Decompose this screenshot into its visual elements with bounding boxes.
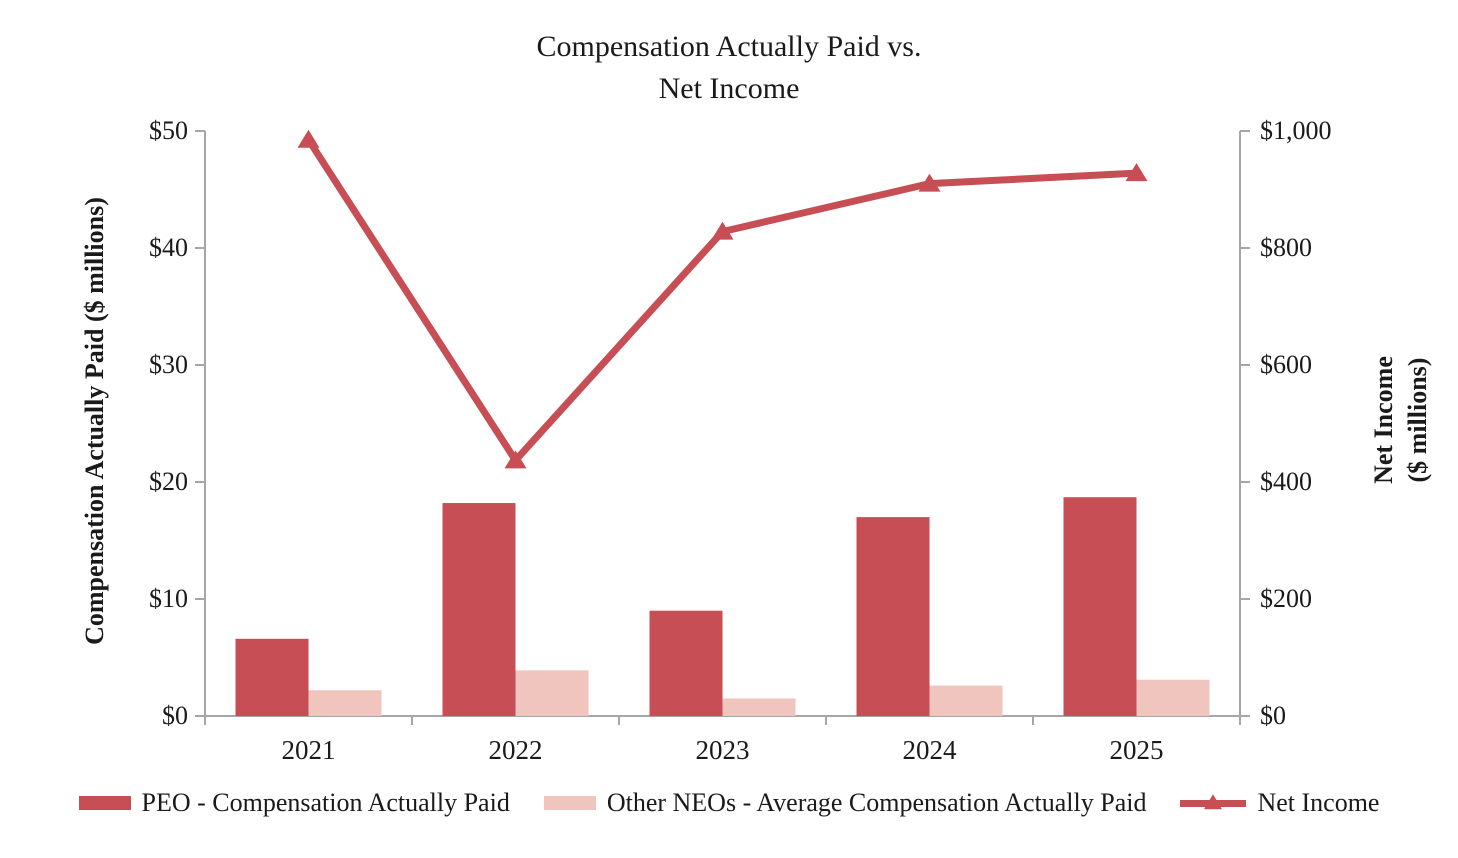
legend-label-other-neos: Other NEOs - Average Compensation Actual…	[606, 788, 1147, 817]
legend-item-net-income: Net Income	[1180, 788, 1379, 818]
other-neos-bar-2022	[515, 670, 589, 716]
triangle-marker-icon	[1204, 794, 1223, 810]
net-income-marker-2022	[504, 450, 527, 469]
legend-item-peo: PEO - Compensation Actually Paid	[78, 788, 510, 818]
other-neos-bar-2023	[722, 698, 796, 716]
other-neos-bar-2025	[1136, 679, 1210, 716]
other-neos-swatch-icon	[543, 796, 596, 810]
peo-bar-2024	[856, 517, 930, 716]
net-income-marker-2024	[918, 173, 941, 192]
legend-label-net-income: Net Income	[1257, 788, 1380, 817]
legend-item-other-neos: Other NEOs - Average Compensation Actual…	[543, 788, 1147, 818]
chart-title: Compensation Actually Paid vs. Net Incom…	[536, 30, 922, 105]
net-income-marker-2025	[1125, 163, 1148, 182]
legend: PEO - Compensation Actually Paid Other N…	[0, 788, 1458, 818]
peo-bar-2022	[442, 503, 516, 716]
net-income-marker-2023	[711, 221, 734, 240]
peo-bar-2021	[235, 638, 309, 716]
net-income-line-swatch-icon	[1180, 794, 1247, 810]
other-neos-bar-2024	[929, 685, 1003, 716]
net-income-marker-2021	[297, 129, 320, 148]
peo-bar-2025	[1063, 497, 1137, 716]
other-neos-bar-2021	[308, 690, 382, 716]
net-income-line	[305, 137, 1137, 467]
peo-swatch-icon	[78, 796, 131, 810]
peo-bar-2023	[649, 610, 723, 716]
legend-label-peo: PEO - Compensation Actually Paid	[141, 788, 510, 817]
